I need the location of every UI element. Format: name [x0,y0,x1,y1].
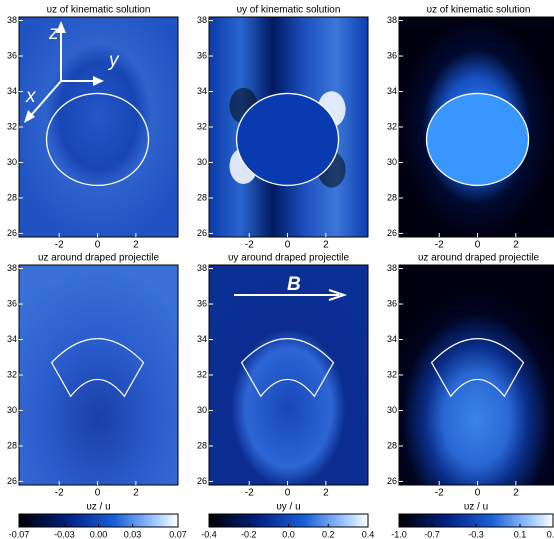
y-tick-label: 36 [387,298,397,308]
x-tick-label: 2 [323,240,329,251]
y-tick-label: 28 [7,192,17,202]
y-tick-label: 34 [197,334,207,344]
panels: υz of kinematic solution -2 0 2 26 28 30 32 34 36… [7,5,554,539]
x-tick-label: -2 [55,488,64,499]
y-tick-label: 26 [7,476,17,486]
colorbar-tick-label: 0.2 [322,529,335,539]
y-tick-label: 32 [7,369,17,379]
y-tick-label: 38 [7,15,17,25]
panel-title: υz of kinematic solution [427,5,531,16]
colorbar-tick-label: 0.0 [282,529,295,539]
axis-annotation: x [25,86,37,107]
figure: υz of kinematic solution -2 0 2 26 28 30 32 34 36… [0,0,554,539]
colorbar-tick-label: -0.2 [241,529,257,539]
axis-annotation: y [107,50,120,71]
y-tick-label: 26 [387,228,397,238]
heatmap-image [19,265,178,485]
y-tick-label: 32 [197,369,207,379]
colorbar-tick-label: 0.1 [514,529,527,539]
y-tick-label: 30 [7,157,17,167]
y-tick-label: 30 [387,405,397,415]
x-tick-label: 0 [95,488,101,499]
x-tick-label: -2 [245,488,254,499]
y-tick-label: 32 [7,121,17,131]
y-tick-label: 28 [387,440,397,450]
colorbar-tick-label: -0.3 [468,529,484,539]
colorbar-label: υy / u [276,502,300,513]
y-tick-label: 32 [197,121,207,131]
field-annotation: B [287,274,301,295]
y-tick-label: 38 [197,15,207,25]
y-tick-label: 38 [387,263,397,273]
y-tick-label: 32 [387,121,397,131]
colorbar-tick-label: -1.0 [391,529,407,539]
y-tick-label: 36 [7,298,17,308]
colorbar-tick-label: 0.00 [90,529,108,539]
colorbar-tick-label: -0.03 [54,529,75,539]
y-tick-label: 36 [7,50,17,60]
x-tick-label: 0 [285,488,291,499]
x-tick-label: 0 [475,488,481,499]
panel-title: υz around draped projectile [418,253,540,264]
projectile-outline [237,93,339,185]
y-tick-label: 28 [197,192,207,202]
colorbar-tick-label: -0.7 [424,529,440,539]
heatmap-image [209,265,368,485]
colorbar-tick-label: 0.4 [547,529,554,539]
y-tick-label: 38 [387,15,397,25]
y-tick-label: 38 [7,263,17,273]
y-tick-label: 28 [197,440,207,450]
heatmap-image [19,17,178,237]
heatmap-image [399,265,554,485]
x-tick-label: 2 [513,488,519,499]
y-tick-label: 34 [197,86,207,96]
colorbar-tick-label: -0.4 [201,529,217,539]
y-tick-label: 36 [387,50,397,60]
x-tick-label: -2 [55,240,64,251]
x-tick-label: 2 [513,240,519,251]
y-tick-label: 34 [387,86,397,96]
y-tick-label: 30 [387,157,397,167]
x-tick-label: 2 [323,488,329,499]
panel-title: υz around draped projectile [38,253,160,264]
y-tick-label: 30 [197,405,207,415]
panel-title: υz of kinematic solution [47,5,151,16]
colorbar-label: υz / u [86,502,110,513]
panel-title: υy around draped projectile [228,253,350,264]
y-tick-label: 34 [7,334,17,344]
x-tick-label: 0 [475,240,481,251]
y-tick-label: 26 [197,476,207,486]
colorbar-label: υz / u [464,502,488,513]
y-tick-label: 26 [387,476,397,486]
colorbar-tick-label: 0.03 [124,529,142,539]
y-tick-label: 34 [7,86,17,96]
y-tick-label: 30 [197,157,207,167]
y-tick-label: 34 [387,334,397,344]
x-tick-label: -2 [245,240,254,251]
panel-title: υy of kinematic solution [237,5,341,16]
y-tick-label: 26 [197,228,207,238]
y-tick-label: 38 [197,263,207,273]
colorbar-tick-label: -0.07 [9,529,30,539]
x-tick-label: 0 [95,240,101,251]
colorbar-tick-label: 0.07 [169,529,187,539]
x-tick-label: 2 [133,240,139,251]
y-tick-label: 26 [7,228,17,238]
y-tick-label: 32 [387,369,397,379]
colorbar-tick-label: 0.4 [362,529,375,539]
axis-annotation: z [48,23,59,44]
y-tick-label: 36 [197,50,207,60]
x-tick-label: 2 [133,488,139,499]
y-tick-label: 28 [387,192,397,202]
y-tick-label: 36 [197,298,207,308]
x-tick-label: -2 [435,240,444,251]
y-tick-label: 28 [7,440,17,450]
x-tick-label: 0 [285,240,291,251]
x-tick-label: -2 [435,488,444,499]
projectile-outline [427,93,529,185]
y-tick-label: 30 [7,405,17,415]
